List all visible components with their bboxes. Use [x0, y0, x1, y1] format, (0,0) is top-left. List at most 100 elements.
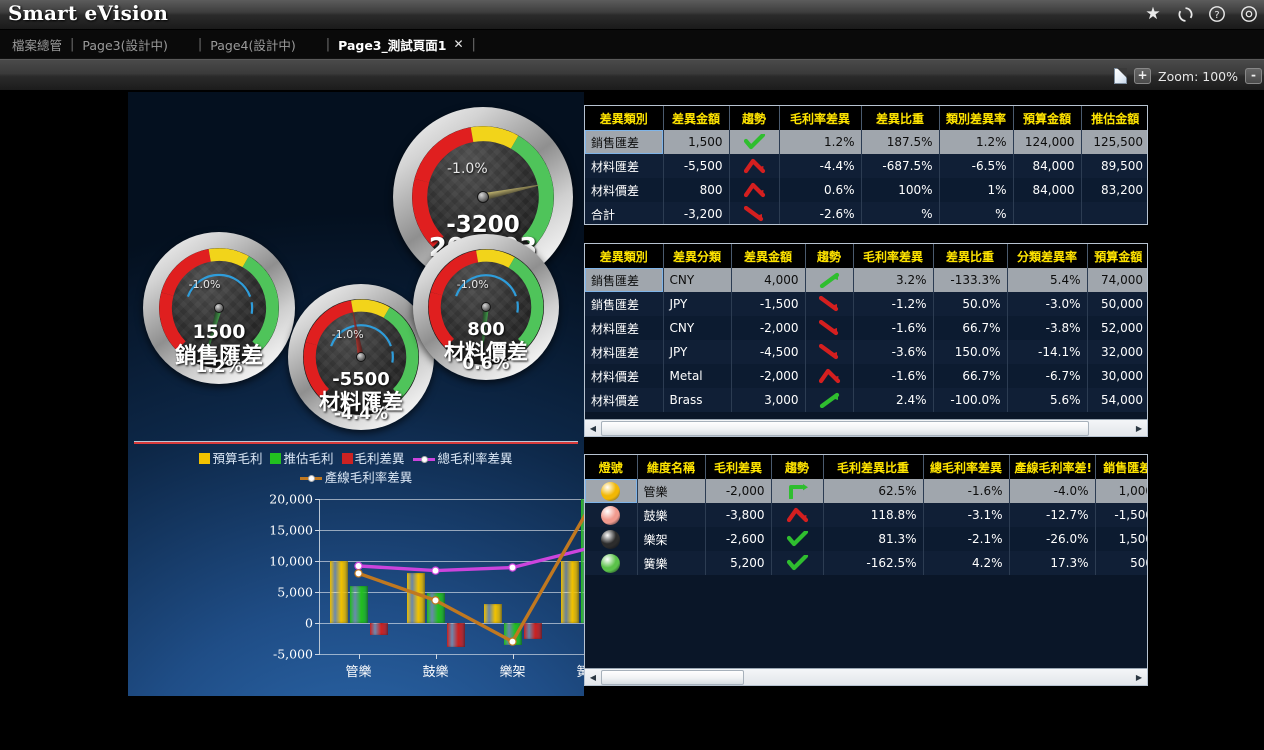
table2-body: 銷售匯差 CNY 4,000 3.2% -133.3% 5.4% 74,000 銷售匯差 JPY…	[585, 268, 1147, 412]
table-row[interactable]: 材料價差 Brass 3,000 2.4% -100.0% 5.6% 54,000	[585, 388, 1147, 412]
scroll-thumb[interactable]	[601, 669, 745, 685]
zoom-in-button[interactable]: +	[1134, 68, 1152, 84]
table3-header-2[interactable]: 毛利差異	[705, 455, 772, 479]
scroll-right-icon[interactable]: ▶	[1135, 672, 1143, 682]
table1: 差異類別 差異金額 趨勢 毛利率差異 差異比重 類別差異率 預算金額 推估金額 銷售匯差 1,50…	[585, 106, 1147, 224]
table1-header-2[interactable]: 趨勢	[729, 106, 780, 130]
table-row[interactable]: 銷售匯差 1,500 1.2% 187.5% 1.2% 124,000 125,500	[585, 130, 1147, 154]
table3-cell-6: -12.7%	[1009, 503, 1096, 527]
table2-header-5[interactable]: 差異比重	[933, 244, 1008, 268]
table-row[interactable]: 材料價差 800 0.6% 100% 1% 84,000 83,200	[585, 178, 1147, 202]
table-row[interactable]: 樂架-2,600 81.3%-2.1%-26.0% 1,500	[585, 527, 1147, 551]
table1-cell-1: 1,500	[663, 130, 730, 154]
tab-close-icon[interactable]: ✕	[453, 37, 464, 51]
refresh-icon[interactable]	[1174, 3, 1196, 25]
star-icon[interactable]: ★	[1145, 3, 1161, 24]
scroll-left-icon[interactable]: ◀	[589, 423, 597, 433]
table2-cell-7: 32,000	[1101, 345, 1143, 359]
table2-cell-2: 3,000	[731, 388, 806, 412]
help-icon[interactable]: ?	[1206, 3, 1228, 25]
table2-cell-1: CNY	[663, 268, 732, 292]
table1-cell-0: 合計	[585, 202, 664, 224]
table-row[interactable]: 材料匯差 -5,500 -4.4% -687.5% -6.5% 84,000 89,500	[585, 154, 1147, 178]
table2-header-4[interactable]: 毛利率差異	[853, 244, 934, 268]
table2-hscrollbar[interactable]: ◀ ▶	[585, 419, 1147, 436]
chart-ytick-left: -5,000	[272, 646, 313, 662]
trend-cell	[729, 154, 780, 178]
tab-page3-test1[interactable]: Page3_測試頁面1 ✕	[335, 35, 466, 54]
table3-header-1[interactable]: 維度名稱	[637, 455, 706, 479]
scroll-thumb[interactable]	[601, 420, 1089, 436]
table-row[interactable]: 材料匯差 CNY -2,000 -1.6% 66.7% -3.8% 52,000	[585, 316, 1147, 340]
table2-header-7[interactable]: 預算金額	[1087, 244, 1147, 268]
legend-item-4[interactable]: 產線毛利率差異	[299, 468, 413, 487]
dashboard-panel: -1.0% -3200 200903 -2.6% -1.0% 1500 銷售匯差…	[128, 92, 679, 696]
legend-label: 產線毛利率差異	[324, 470, 413, 485]
table1-header-0[interactable]: 差異類別	[585, 106, 664, 130]
table3-header-4[interactable]: 毛利差異比重	[823, 455, 924, 479]
variance-classification-table[interactable]: 差異類別 差異分類 差異金額 趨勢 毛利率差異 差異比重 分類差異率 預算金額 銷售匯差 CNY 4…	[584, 243, 1148, 437]
table1-header-3[interactable]: 毛利率差異	[779, 106, 862, 130]
table2-header-0[interactable]: 差異類別	[585, 244, 664, 268]
trend-cell	[729, 178, 780, 202]
table3-hscrollbar[interactable]: ◀ ▶	[585, 668, 1147, 685]
table3-header-0[interactable]: 燈號	[585, 455, 638, 479]
lamp-cell	[585, 551, 638, 575]
table-row[interactable]: 材料匯差 JPY -4,500 -3.6% 150.0% -14.1% 32,000	[585, 340, 1147, 364]
table1-header-6[interactable]: 預算金額	[1013, 106, 1082, 130]
table3-header-6[interactable]: 產線毛利率差!	[1009, 455, 1096, 479]
table-row[interactable]: 銷售匯差 CNY 4,000 3.2% -133.3% 5.4% 74,000	[585, 268, 1147, 292]
tab-file-explorer[interactable]: 檔案總管	[9, 35, 65, 54]
table2-header-1[interactable]: 差異分類	[663, 244, 732, 268]
table3-cell-5: -3.1%	[923, 503, 1010, 527]
legend-item-2[interactable]: 毛利差異	[341, 449, 405, 468]
tab-page3-design[interactable]: Page3(設計中)	[79, 35, 170, 54]
variance-category-table[interactable]: 差異類別 差異金額 趨勢 毛利率差異 差異比重 類別差異率 預算金額 推估金額 銷售匯差 1,50…	[584, 105, 1148, 225]
table-row[interactable]: 銷售匯差 JPY -1,500 -1.2% 50.0% -3.0% 50,000	[585, 292, 1147, 316]
table1-cell-6: 84,000	[1013, 178, 1082, 202]
scroll-right-icon[interactable]: ▶	[1135, 423, 1143, 433]
table-row[interactable]: 鼓樂-3,800 118.8%-3.1%-12.7% -1,500	[585, 503, 1147, 527]
table2-cell-7: 30,000	[1101, 369, 1143, 383]
trend-cell	[771, 527, 824, 551]
table2-cell-5: 66.7%	[933, 364, 1008, 388]
table2-header-3[interactable]: 趨勢	[805, 244, 854, 268]
report-canvas: -1.0% -3200 200903 -2.6% -1.0% 1500 銷售匯差…	[0, 92, 1264, 750]
table-row[interactable]: 管樂-2,000 62.5%-1.6%-4.0% 1,000	[585, 479, 1147, 503]
table2-header-2[interactable]: 差異金額	[731, 244, 806, 268]
table3-cell-1: 樂架	[637, 527, 706, 551]
table-row[interactable]: 合計 -3,200 -2.6%%%	[585, 202, 1147, 224]
table3-header-7[interactable]: 銷售匯差	[1095, 455, 1147, 479]
table3-header-5[interactable]: 總毛利率差異	[923, 455, 1010, 479]
table2-cell-1: Metal	[663, 364, 732, 388]
gauge-sales-fx[interactable]: -1.0% 1500 銷售匯差 1.2%	[143, 232, 295, 384]
table2-cell-6: -14.1%	[1007, 340, 1088, 364]
dimension-lamp-table[interactable]: 燈號 維度名稱 毛利差異 趨勢 毛利差異比重 總毛利率差異 產線毛利率差! 銷售匯差 管樂 -2,…	[584, 454, 1148, 686]
settings-icon[interactable]	[1238, 3, 1260, 25]
table-row[interactable]: 材料價差 Metal -2,000 -1.6% 66.7% -6.7% 30,000	[585, 364, 1147, 388]
scroll-track[interactable]	[601, 669, 1131, 685]
legend-item-3[interactable]: 總毛利率差異	[412, 449, 513, 468]
table2-cell-1: CNY	[663, 316, 732, 340]
table3-header-3[interactable]: 趨勢	[771, 455, 824, 479]
legend-item-0[interactable]: 預算毛利	[199, 449, 262, 468]
scroll-left-icon[interactable]: ◀	[589, 672, 597, 682]
gauge-material-fx[interactable]: -1.0% -5500 材料匯差 -4.4%	[288, 284, 434, 430]
gauge-material-price[interactable]: -1.0% 800 材料價差 0.6%	[413, 234, 559, 380]
chart-gridline	[320, 592, 628, 593]
table1-header-1[interactable]: 差異金額	[663, 106, 730, 130]
tab-page4-design[interactable]: Page4(設計中)	[207, 35, 298, 54]
scroll-track[interactable]	[601, 420, 1131, 436]
table1-cell-3: -4.4%	[779, 154, 862, 178]
table1-header-7[interactable]: 推估金額	[1081, 106, 1147, 130]
chart-legend: 預算毛利 推估毛利 毛利差異 總毛利率差異產線毛利率差異	[128, 449, 584, 487]
legend-item-1[interactable]: 推估毛利	[270, 449, 334, 468]
zoom-out-button[interactable]: -	[1245, 68, 1262, 84]
chart-line-layer	[354, 503, 594, 646]
status-lamp	[601, 529, 621, 549]
table-row[interactable]: 簧樂5,200 -162.5%4.2%17.3% 500	[585, 551, 1147, 575]
table1-header-4[interactable]: 差異比重	[861, 106, 940, 130]
table1-header-5[interactable]: 類別差異率	[939, 106, 1014, 130]
table2-header-6[interactable]: 分類差異率	[1007, 244, 1088, 268]
page-icon[interactable]	[1114, 68, 1128, 84]
